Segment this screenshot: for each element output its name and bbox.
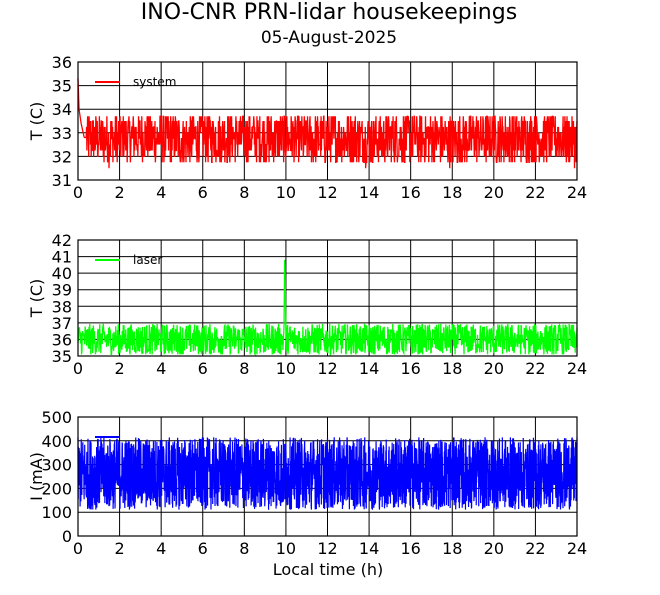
- y-axis-label: I (mA): [27, 452, 46, 501]
- y-tick-label: 36: [52, 53, 72, 72]
- x-tick-label: 2: [114, 359, 124, 378]
- x-tick-label: 24: [567, 183, 587, 202]
- x-tick-label: 20: [484, 359, 504, 378]
- x-tick-label: 16: [400, 359, 420, 378]
- y-tick-label: 37: [52, 314, 72, 333]
- y-tick-label: 200: [41, 479, 72, 498]
- x-tick-label: 4: [156, 183, 166, 202]
- x-tick-label: 18: [442, 183, 462, 202]
- x-tick-label: 14: [359, 183, 379, 202]
- x-tick-label: 0: [73, 539, 83, 558]
- x-tick-label: 22: [525, 359, 545, 378]
- x-tick-label: 16: [400, 183, 420, 202]
- x-tick-label: 4: [156, 539, 166, 558]
- x-tick-label: 22: [525, 539, 545, 558]
- y-tick-label: 34: [52, 100, 72, 119]
- legend-label: laser: [133, 253, 162, 267]
- legend-label: system: [133, 75, 176, 89]
- series-line-current: [77, 437, 578, 510]
- x-tick-label: 20: [484, 539, 504, 558]
- y-tick-label: 32: [52, 147, 72, 166]
- y-tick-label: 100: [41, 503, 72, 522]
- y-tick-label: 40: [52, 264, 72, 283]
- x-tick-label: 6: [198, 183, 208, 202]
- x-tick-label: 22: [525, 183, 545, 202]
- x-tick-label: 6: [198, 359, 208, 378]
- y-tick-label: 300: [41, 456, 72, 475]
- y-tick-label: 36: [52, 330, 72, 349]
- y-axis-label: T (C): [27, 279, 46, 319]
- y-tick-label: 400: [41, 432, 72, 451]
- x-tick-label: 2: [114, 183, 124, 202]
- series-line-system: [77, 78, 578, 169]
- x-tick-label: 14: [359, 539, 379, 558]
- x-tick-label: 14: [359, 359, 379, 378]
- plot-frame: [77, 416, 578, 537]
- y-tick-label: 33: [52, 124, 72, 143]
- x-tick-label: 18: [442, 539, 462, 558]
- series-line-laser: [77, 259, 578, 357]
- x-tick-label: 10: [276, 359, 296, 378]
- x-tick-label: 10: [276, 183, 296, 202]
- y-axis-label: T (C): [27, 102, 46, 142]
- plot-frame: [77, 239, 578, 357]
- y-tick-label: 500: [41, 408, 72, 427]
- x-tick-label: 8: [239, 539, 249, 558]
- y-tick-label: 0: [62, 527, 72, 546]
- x-tick-label: 18: [442, 359, 462, 378]
- y-tick-label: 35: [52, 347, 72, 366]
- y-tick-label: 38: [52, 297, 72, 316]
- x-tick-label: 10: [276, 539, 296, 558]
- x-tick-label: 16: [400, 539, 420, 558]
- x-tick-label: 2: [114, 539, 124, 558]
- chart-title: INO-CNR PRN-lidar housekeepings: [141, 0, 517, 25]
- x-axis-label: Local time (h): [273, 560, 383, 579]
- y-tick-label: 41: [52, 248, 72, 267]
- y-tick-label: 35: [52, 77, 72, 96]
- chart-subtitle: 05-August-2025: [261, 28, 397, 48]
- x-tick-label: 12: [317, 539, 337, 558]
- x-tick-label: 12: [317, 359, 337, 378]
- x-tick-label: 24: [567, 359, 587, 378]
- y-tick-label: 31: [52, 171, 72, 190]
- x-tick-label: 20: [484, 183, 504, 202]
- plot-frame: [77, 61, 578, 181]
- y-tick-label: 42: [52, 231, 72, 250]
- x-tick-label: 6: [198, 539, 208, 558]
- x-tick-label: 4: [156, 359, 166, 378]
- y-tick-label: 39: [52, 281, 72, 300]
- x-tick-label: 24: [567, 539, 587, 558]
- x-tick-label: 12: [317, 183, 337, 202]
- x-tick-label: 8: [239, 183, 249, 202]
- x-tick-label: 0: [73, 359, 83, 378]
- x-tick-label: 8: [239, 359, 249, 378]
- x-tick-label: 0: [73, 183, 83, 202]
